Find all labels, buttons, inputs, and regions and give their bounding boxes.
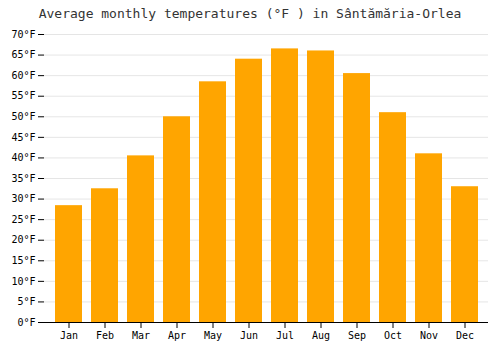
svg-text:Sep: Sep bbox=[348, 330, 366, 341]
svg-text:10°F: 10°F bbox=[11, 276, 35, 287]
svg-text:May: May bbox=[204, 330, 222, 341]
svg-text:45°F: 45°F bbox=[11, 132, 35, 143]
svg-text:0°F: 0°F bbox=[17, 317, 35, 328]
svg-text:60°F: 60°F bbox=[11, 70, 35, 81]
svg-text:70°F: 70°F bbox=[11, 29, 35, 40]
svg-text:35°F: 35°F bbox=[11, 173, 35, 184]
svg-text:Jul: Jul bbox=[276, 330, 294, 341]
svg-text:Apr: Apr bbox=[168, 330, 186, 341]
svg-text:Oct: Oct bbox=[384, 330, 402, 341]
svg-text:65°F: 65°F bbox=[11, 49, 35, 60]
svg-text:Jan: Jan bbox=[60, 330, 78, 341]
svg-text:50°F: 50°F bbox=[11, 111, 35, 122]
svg-text:Dec: Dec bbox=[456, 330, 474, 341]
html-text:Average monthly temperatures (: Average monthly temperatures (°F ) in Sâ… bbox=[38, 6, 462, 21]
svg-text:15°F: 15°F bbox=[11, 255, 35, 266]
svg-text:Nov: Nov bbox=[420, 330, 438, 341]
svg-text:25°F: 25°F bbox=[11, 214, 35, 225]
svg-text:20°F: 20°F bbox=[11, 234, 35, 245]
svg-text:30°F: 30°F bbox=[11, 193, 35, 204]
svg-text:5°F: 5°F bbox=[17, 296, 35, 307]
svg-text:Feb: Feb bbox=[96, 330, 114, 341]
svg-text:40°F: 40°F bbox=[11, 152, 35, 163]
svg-text:Mar: Mar bbox=[132, 330, 150, 341]
svg-text:Jun: Jun bbox=[240, 330, 258, 341]
svg-text:55°F: 55°F bbox=[11, 90, 35, 101]
svg-text:Aug: Aug bbox=[312, 330, 330, 341]
